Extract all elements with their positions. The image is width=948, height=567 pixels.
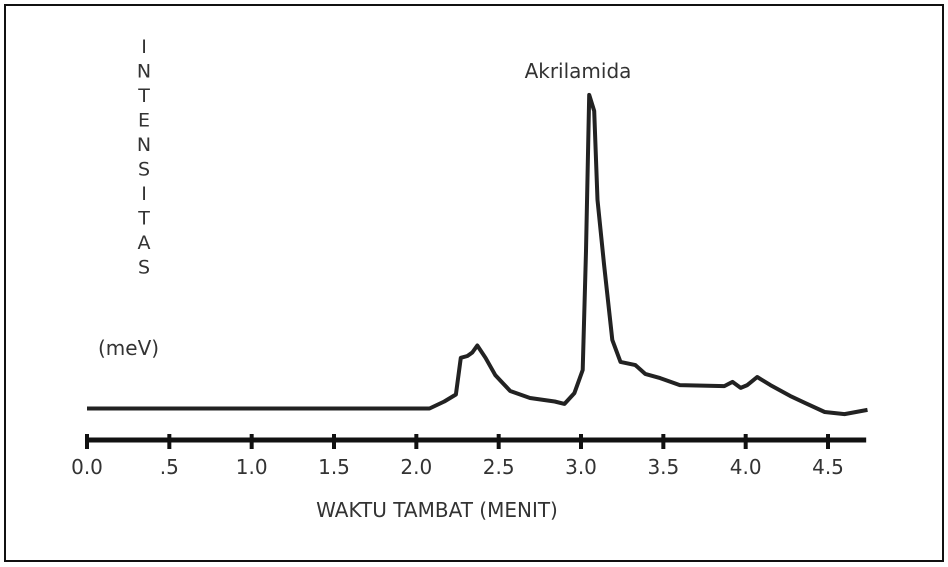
x-tick-label: 2.5 <box>483 455 515 479</box>
x-tick-label: 3.0 <box>565 455 597 479</box>
x-tick-label: 0.0 <box>71 455 103 479</box>
x-axis-label: WAKTU TAMBAT (MENIT) <box>316 498 558 522</box>
x-tick-label: 3.5 <box>647 455 679 479</box>
y-axis-label: INTENSITAS <box>133 36 155 281</box>
x-tick-label: .5 <box>160 455 179 479</box>
x-tick-label: 4.0 <box>730 455 762 479</box>
x-tick-label: 1.5 <box>318 455 350 479</box>
signal-line <box>87 92 868 417</box>
frame <box>4 4 944 562</box>
y-axis-unit: (meV) <box>98 336 160 360</box>
x-tick-label: 1.0 <box>236 455 268 479</box>
annotation: Akrilamida <box>525 59 632 83</box>
x-tick-label: 4.5 <box>812 455 844 479</box>
x-tick-label: 2.0 <box>400 455 432 479</box>
